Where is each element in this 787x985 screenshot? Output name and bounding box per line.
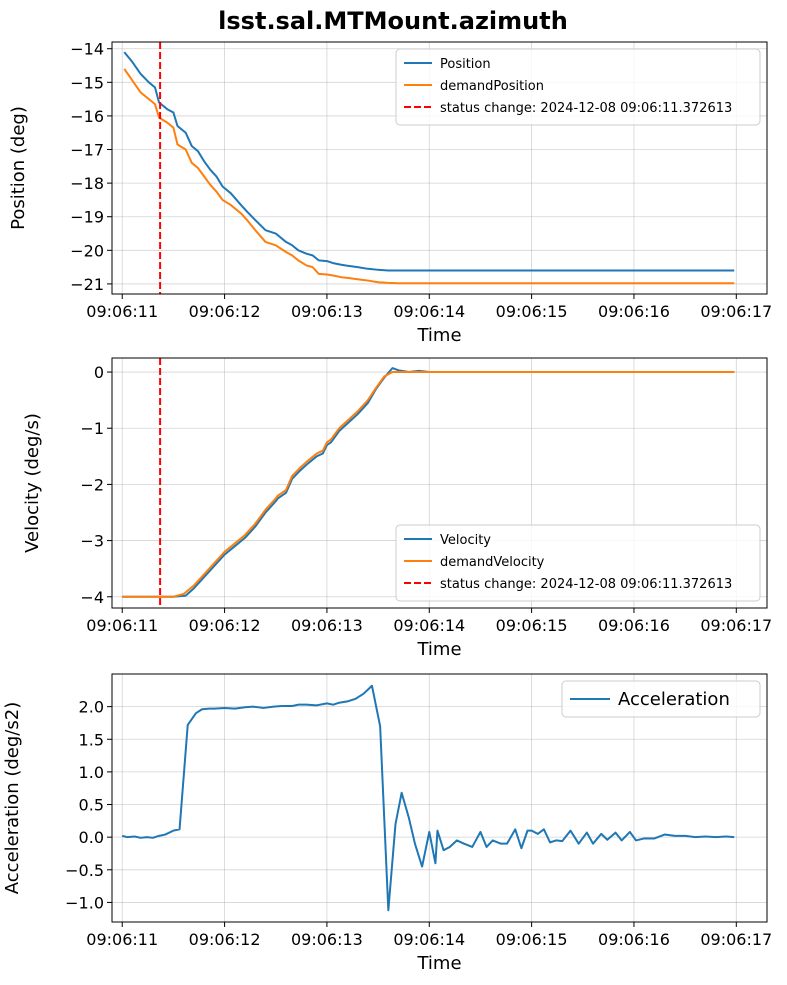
x-ticks: 09:06:11 09:06:12 09:06:13 09:06:14 09:06:15…	[86, 922, 772, 949]
legend-box	[395, 48, 761, 126]
x-tick-label: 09:06:11	[86, 930, 158, 949]
series-line-1	[121, 684, 735, 912]
chart-panels: 09:06:11 09:06:12 09:06:13 09:06:14 09:06:15…	[2, 40, 772, 974]
y-axis-label: Position (deg)	[8, 106, 29, 230]
x-tick-label: 09:06:17	[700, 616, 772, 635]
legend-box	[561, 680, 761, 718]
x-axis-label: Time	[416, 639, 461, 660]
x-tick-label: 09:06:13	[291, 930, 363, 949]
x-axis-label: Time	[416, 325, 461, 346]
y-axis-label: Velocity (deg/s)	[22, 413, 43, 553]
y-tick-label: −4	[80, 588, 104, 607]
y-tick-label: −20	[70, 241, 104, 260]
y-tick-label: −15	[70, 73, 104, 92]
x-tick-label: 09:06:14	[393, 302, 465, 321]
y-tick-label: −14	[70, 40, 104, 59]
x-tick-label: 09:06:17	[700, 930, 772, 949]
y-axis-label: Acceleration (deg/s2)	[2, 702, 23, 894]
legend-box	[395, 524, 761, 602]
y-ticks: −21 −20 −19 −18 −17 −16 −15 −14	[70, 40, 112, 294]
grid	[112, 674, 767, 922]
axes-frame	[111, 357, 768, 609]
y-tick-label: −16	[70, 107, 104, 126]
legend-entry-label: status change: 2024-12-08 09:06:11.37261…	[440, 101, 732, 116]
x-tick-label: 09:06:15	[496, 616, 568, 635]
y-tick-label: −17	[70, 141, 104, 160]
y-tick-label: 1.0	[79, 763, 104, 782]
y-ticks: −4 −3 −2 −1 0	[80, 363, 112, 607]
y-tick-label: −21	[70, 275, 104, 294]
x-tick-label: 09:06:14	[393, 616, 465, 635]
y-tick-label: −18	[70, 174, 104, 193]
x-tick-label: 09:06:12	[189, 616, 261, 635]
legend-entry-label: Velocity	[440, 533, 491, 548]
figure-title: lsst.sal.MTMount.azimuth	[218, 7, 568, 35]
x-tick-label: 09:06:13	[291, 616, 363, 635]
legend-entry-label: Position	[440, 57, 491, 72]
y-tick-label: −1	[80, 419, 104, 438]
x-tick-label: 09:06:12	[189, 930, 261, 949]
y-tick-label: −0.5	[65, 861, 104, 880]
series-group	[121, 684, 735, 912]
legend-entry-label: demandVelocity	[440, 555, 545, 570]
chart-panel-3: 09:06:11 09:06:12 09:06:13 09:06:14 09:06:15…	[2, 673, 772, 974]
y-tick-label: 1.5	[79, 730, 104, 749]
series-group	[122, 358, 735, 608]
axes-frame	[111, 41, 768, 295]
y-tick-label: −1.0	[65, 893, 104, 912]
x-tick-label: 09:06:16	[598, 302, 670, 321]
x-ticks: 09:06:11 09:06:12 09:06:13 09:06:14 09:06:15…	[86, 608, 772, 635]
y-tick-label: 0.5	[79, 796, 104, 815]
series-group	[123, 42, 735, 294]
legend: Acceleration	[561, 680, 761, 718]
y-tick-label: −2	[80, 475, 104, 494]
legend-entry-label: Acceleration	[618, 689, 730, 710]
legend-entry-label: demandPosition	[440, 79, 544, 94]
x-tick-label: 09:06:15	[496, 930, 568, 949]
x-tick-label: 09:06:11	[86, 302, 158, 321]
x-tick-label: 09:06:12	[189, 302, 261, 321]
y-tick-label: −3	[80, 532, 104, 551]
x-tick-label: 09:06:17	[700, 302, 772, 321]
legend-entry-label: status change: 2024-12-08 09:06:11.37261…	[440, 577, 732, 592]
x-tick-label: 09:06:16	[598, 616, 670, 635]
axes-frame	[111, 673, 768, 923]
x-tick-label: 09:06:16	[598, 930, 670, 949]
y-tick-label: 0.0	[79, 828, 104, 847]
y-ticks: −1.0 −0.5 0.0 0.5 1.0 1.5 2.0	[65, 698, 112, 912]
chart-panel-2: 09:06:11 09:06:12 09:06:13 09:06:14 09:06:15…	[22, 357, 772, 660]
legend: Position demandPosition status change: 202…	[395, 48, 761, 126]
chart-panel-1: 09:06:11 09:06:12 09:06:13 09:06:14 09:06:15…	[8, 40, 772, 346]
x-tick-label: 09:06:13	[291, 302, 363, 321]
x-tick-label: 09:06:11	[86, 616, 158, 635]
y-tick-label: 2.0	[79, 698, 104, 717]
x-ticks: 09:06:11 09:06:12 09:06:13 09:06:14 09:06:15…	[86, 294, 772, 321]
x-axis-label: Time	[416, 953, 461, 974]
x-tick-label: 09:06:14	[393, 930, 465, 949]
series-line-2	[123, 68, 735, 285]
x-tick-label: 09:06:15	[496, 302, 568, 321]
y-tick-label: 0	[94, 363, 104, 382]
legend: Velocity demandVelocity status change: 202…	[395, 524, 761, 602]
y-tick-label: −19	[70, 208, 104, 227]
series-line-1	[123, 51, 735, 272]
series-line-2	[122, 371, 735, 598]
